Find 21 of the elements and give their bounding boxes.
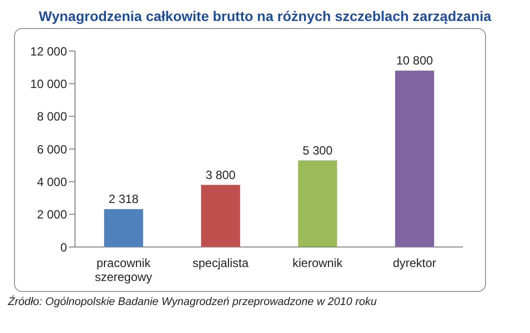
x-tick-label: dyrektor (392, 256, 436, 270)
y-tick-label: 8 000 (36, 110, 68, 124)
bar (298, 160, 338, 247)
y-tick-label: 6 000 (36, 142, 68, 156)
bar (395, 70, 434, 247)
y-tick-label: 2 000 (36, 208, 68, 222)
data-label: 10 800 (396, 54, 434, 68)
text: Źródło: Ogólnopolskie Badanie Wynagrodzeń przeprowadzone w 2010 roku (8, 296, 378, 308)
y-tick-label: 4 000 (36, 174, 68, 189)
data-label: 5 300 (302, 143, 333, 158)
x-tick-label: pracownik szeregowy (94, 256, 152, 284)
data-label: 3 800 (206, 168, 236, 182)
y-tick-label: 10 000 (30, 76, 68, 91)
bar (104, 209, 144, 247)
chart-title: Wynagrodzenia całkowite brutto na różnych szczeblach zarządzania (38, 8, 492, 24)
y-tick-label: 12 000 (30, 44, 68, 58)
x-tick-label: kierownik (292, 256, 344, 270)
y-tick-label: 0 (60, 240, 68, 254)
data-label: 2 318 (108, 192, 139, 206)
bar (201, 184, 240, 247)
x-tick-label: specjalista (192, 256, 249, 270)
